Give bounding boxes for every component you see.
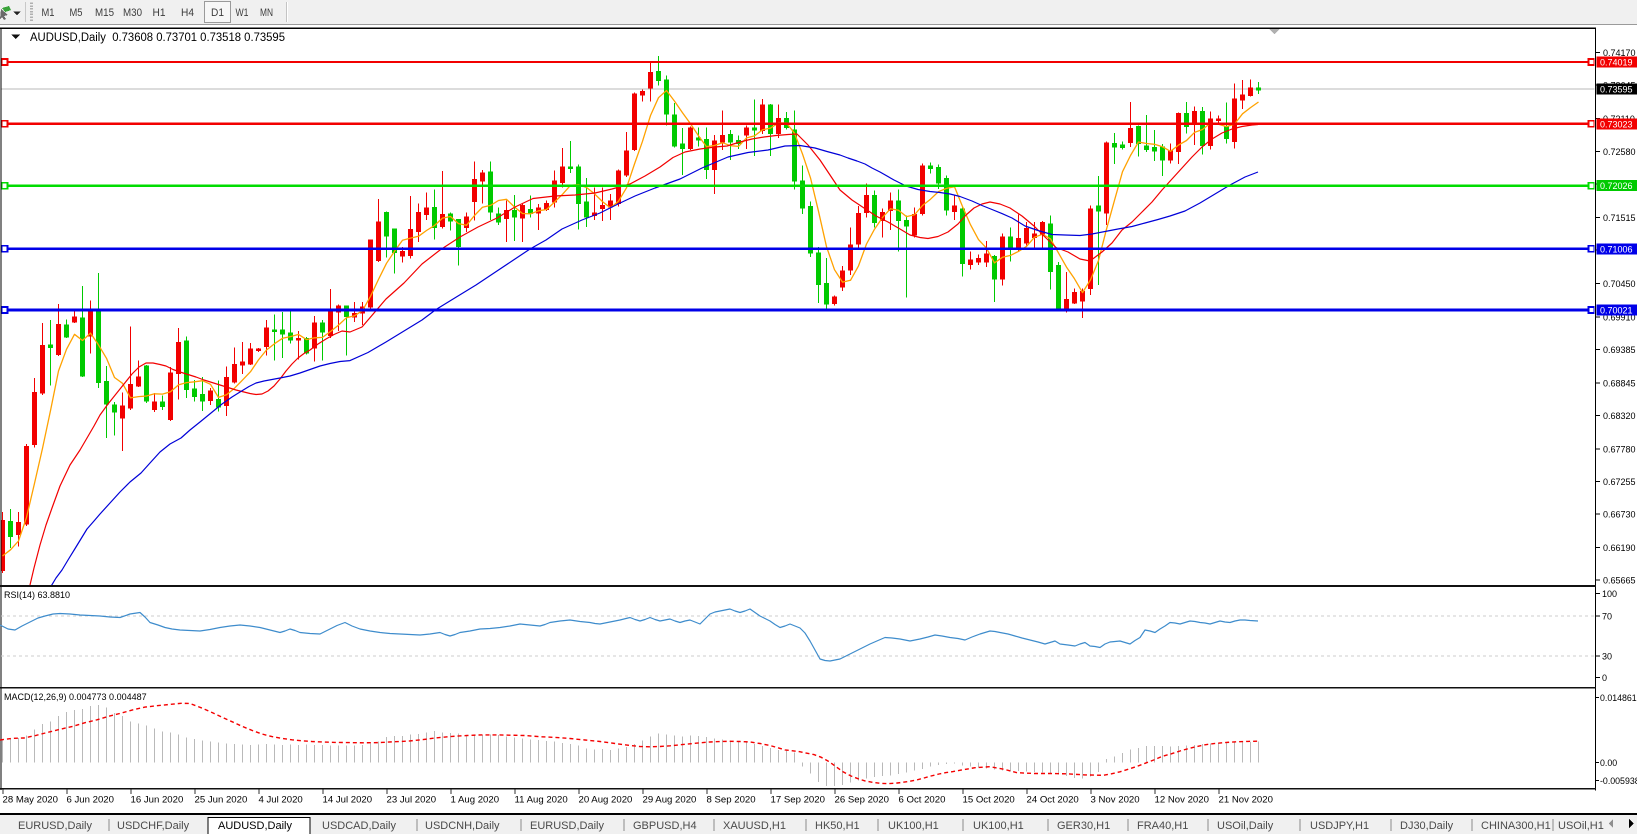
svg-text:17 Sep 2020: 17 Sep 2020 [771, 795, 825, 806]
svg-text:70: 70 [1602, 612, 1612, 622]
svg-text:0.00: 0.00 [1600, 758, 1617, 768]
svg-text:25 Jun 2020: 25 Jun 2020 [195, 795, 248, 806]
svg-text:6 Oct 2020: 6 Oct 2020 [899, 795, 946, 806]
svg-text:AUDUSD,Daily 0.73608 0.73701: AUDUSD,Daily 0.73608 0.73701 0.73518 0.7… [30, 32, 285, 44]
svg-text:0.70021: 0.70021 [1600, 306, 1633, 316]
svg-text:1 Aug 2020: 1 Aug 2020 [451, 795, 500, 806]
svg-text:M30: M30 [123, 7, 142, 19]
svg-text:11 Aug 2020: 11 Aug 2020 [515, 795, 568, 806]
svg-text:0.74170: 0.74170 [1603, 48, 1636, 58]
svg-text:29 Aug 2020: 29 Aug 2020 [643, 795, 697, 806]
svg-text:26 Sep 2020: 26 Sep 2020 [835, 795, 889, 806]
svg-text:4 Jul 2020: 4 Jul 2020 [259, 795, 303, 806]
svg-text:0.66730: 0.66730 [1603, 510, 1636, 520]
svg-text:8 Sep 2020: 8 Sep 2020 [707, 795, 756, 806]
svg-text:-0.005938: -0.005938 [1600, 776, 1637, 786]
svg-text:0.69385: 0.69385 [1603, 345, 1636, 355]
svg-text:24 Oct 2020: 24 Oct 2020 [1027, 795, 1079, 806]
svg-text:USOil,H1: USOil,H1 [1558, 820, 1604, 832]
svg-text:0.67780: 0.67780 [1603, 445, 1636, 455]
svg-text:CHINA300,H1: CHINA300,H1 [1481, 820, 1551, 832]
svg-text:0.65665: 0.65665 [1603, 576, 1636, 586]
svg-text:0.67255: 0.67255 [1603, 477, 1636, 487]
svg-text:0.68845: 0.68845 [1603, 378, 1636, 388]
svg-text:0.74019: 0.74019 [1600, 58, 1633, 68]
svg-text:W1: W1 [236, 7, 249, 19]
svg-text:0.69910: 0.69910 [1603, 312, 1636, 322]
svg-text:DJ30,Daily: DJ30,Daily [1400, 820, 1454, 832]
svg-text:6 Jun 2020: 6 Jun 2020 [67, 795, 114, 806]
svg-text:MN: MN [260, 7, 273, 19]
svg-text:UK100,H1: UK100,H1 [973, 820, 1024, 832]
svg-text:XAUUSD,H1: XAUUSD,H1 [723, 820, 786, 832]
svg-text:M1: M1 [42, 7, 55, 19]
svg-text:AUDUSD,Daily: AUDUSD,Daily [218, 820, 292, 832]
svg-text:RSI(14) 63.8810: RSI(14) 63.8810 [4, 590, 70, 600]
svg-text:EURUSD,Daily: EURUSD,Daily [530, 820, 604, 832]
svg-text:H1: H1 [153, 7, 166, 19]
svg-text:0.68320: 0.68320 [1603, 411, 1636, 421]
svg-text:0: 0 [1602, 673, 1607, 683]
svg-text:23 Jul 2020: 23 Jul 2020 [387, 795, 437, 806]
svg-text:30: 30 [1602, 652, 1612, 662]
svg-text:D1: D1 [211, 7, 224, 19]
svg-text:M5: M5 [70, 7, 83, 19]
svg-text:100: 100 [1602, 589, 1617, 599]
svg-text:12 Nov 2020: 12 Nov 2020 [1155, 795, 1209, 806]
svg-text:USOil,Daily: USOil,Daily [1217, 820, 1274, 832]
svg-text:28 May 2020: 28 May 2020 [3, 795, 58, 806]
svg-text:0.71006: 0.71006 [1600, 244, 1633, 254]
svg-text:15 Oct 2020: 15 Oct 2020 [963, 795, 1015, 806]
svg-text:USDCAD,Daily: USDCAD,Daily [322, 820, 396, 832]
svg-text:H4: H4 [181, 7, 194, 19]
svg-text:UK100,H1: UK100,H1 [888, 820, 939, 832]
svg-text:0.70450: 0.70450 [1603, 279, 1636, 289]
svg-text:USDCNH,Daily: USDCNH,Daily [425, 820, 500, 832]
svg-text:0.73023: 0.73023 [1600, 119, 1633, 129]
svg-text:21 Nov 2020: 21 Nov 2020 [1219, 795, 1273, 806]
svg-text:EURUSD,Daily: EURUSD,Daily [18, 820, 92, 832]
svg-text:16 Jun 2020: 16 Jun 2020 [131, 795, 184, 806]
svg-text:14 Jul 2020: 14 Jul 2020 [323, 795, 373, 806]
svg-text:HK50,H1: HK50,H1 [815, 820, 860, 832]
svg-text:USDCHF,Daily: USDCHF,Daily [117, 820, 190, 832]
svg-text:0.72026: 0.72026 [1600, 181, 1633, 191]
svg-text:M15: M15 [95, 7, 114, 19]
svg-text:0.73595: 0.73595 [1600, 85, 1633, 95]
svg-text:0.014861: 0.014861 [1600, 693, 1637, 703]
svg-text:0.71515: 0.71515 [1603, 213, 1636, 223]
svg-text:FRA40,H1: FRA40,H1 [1137, 820, 1188, 832]
svg-text:GER30,H1: GER30,H1 [1057, 820, 1110, 832]
svg-text:0.66190: 0.66190 [1603, 543, 1636, 553]
svg-text:20 Aug 2020: 20 Aug 2020 [579, 795, 633, 806]
svg-text:0.72580: 0.72580 [1603, 147, 1636, 157]
svg-text:MACD(12,26,9) 0.004773 0.00448: MACD(12,26,9) 0.004773 0.004487 [4, 692, 147, 702]
svg-text:3 Nov 2020: 3 Nov 2020 [1091, 795, 1140, 806]
svg-text:GBPUSD,H4: GBPUSD,H4 [633, 820, 697, 832]
svg-text:USDJPY,H1: USDJPY,H1 [1310, 820, 1369, 832]
